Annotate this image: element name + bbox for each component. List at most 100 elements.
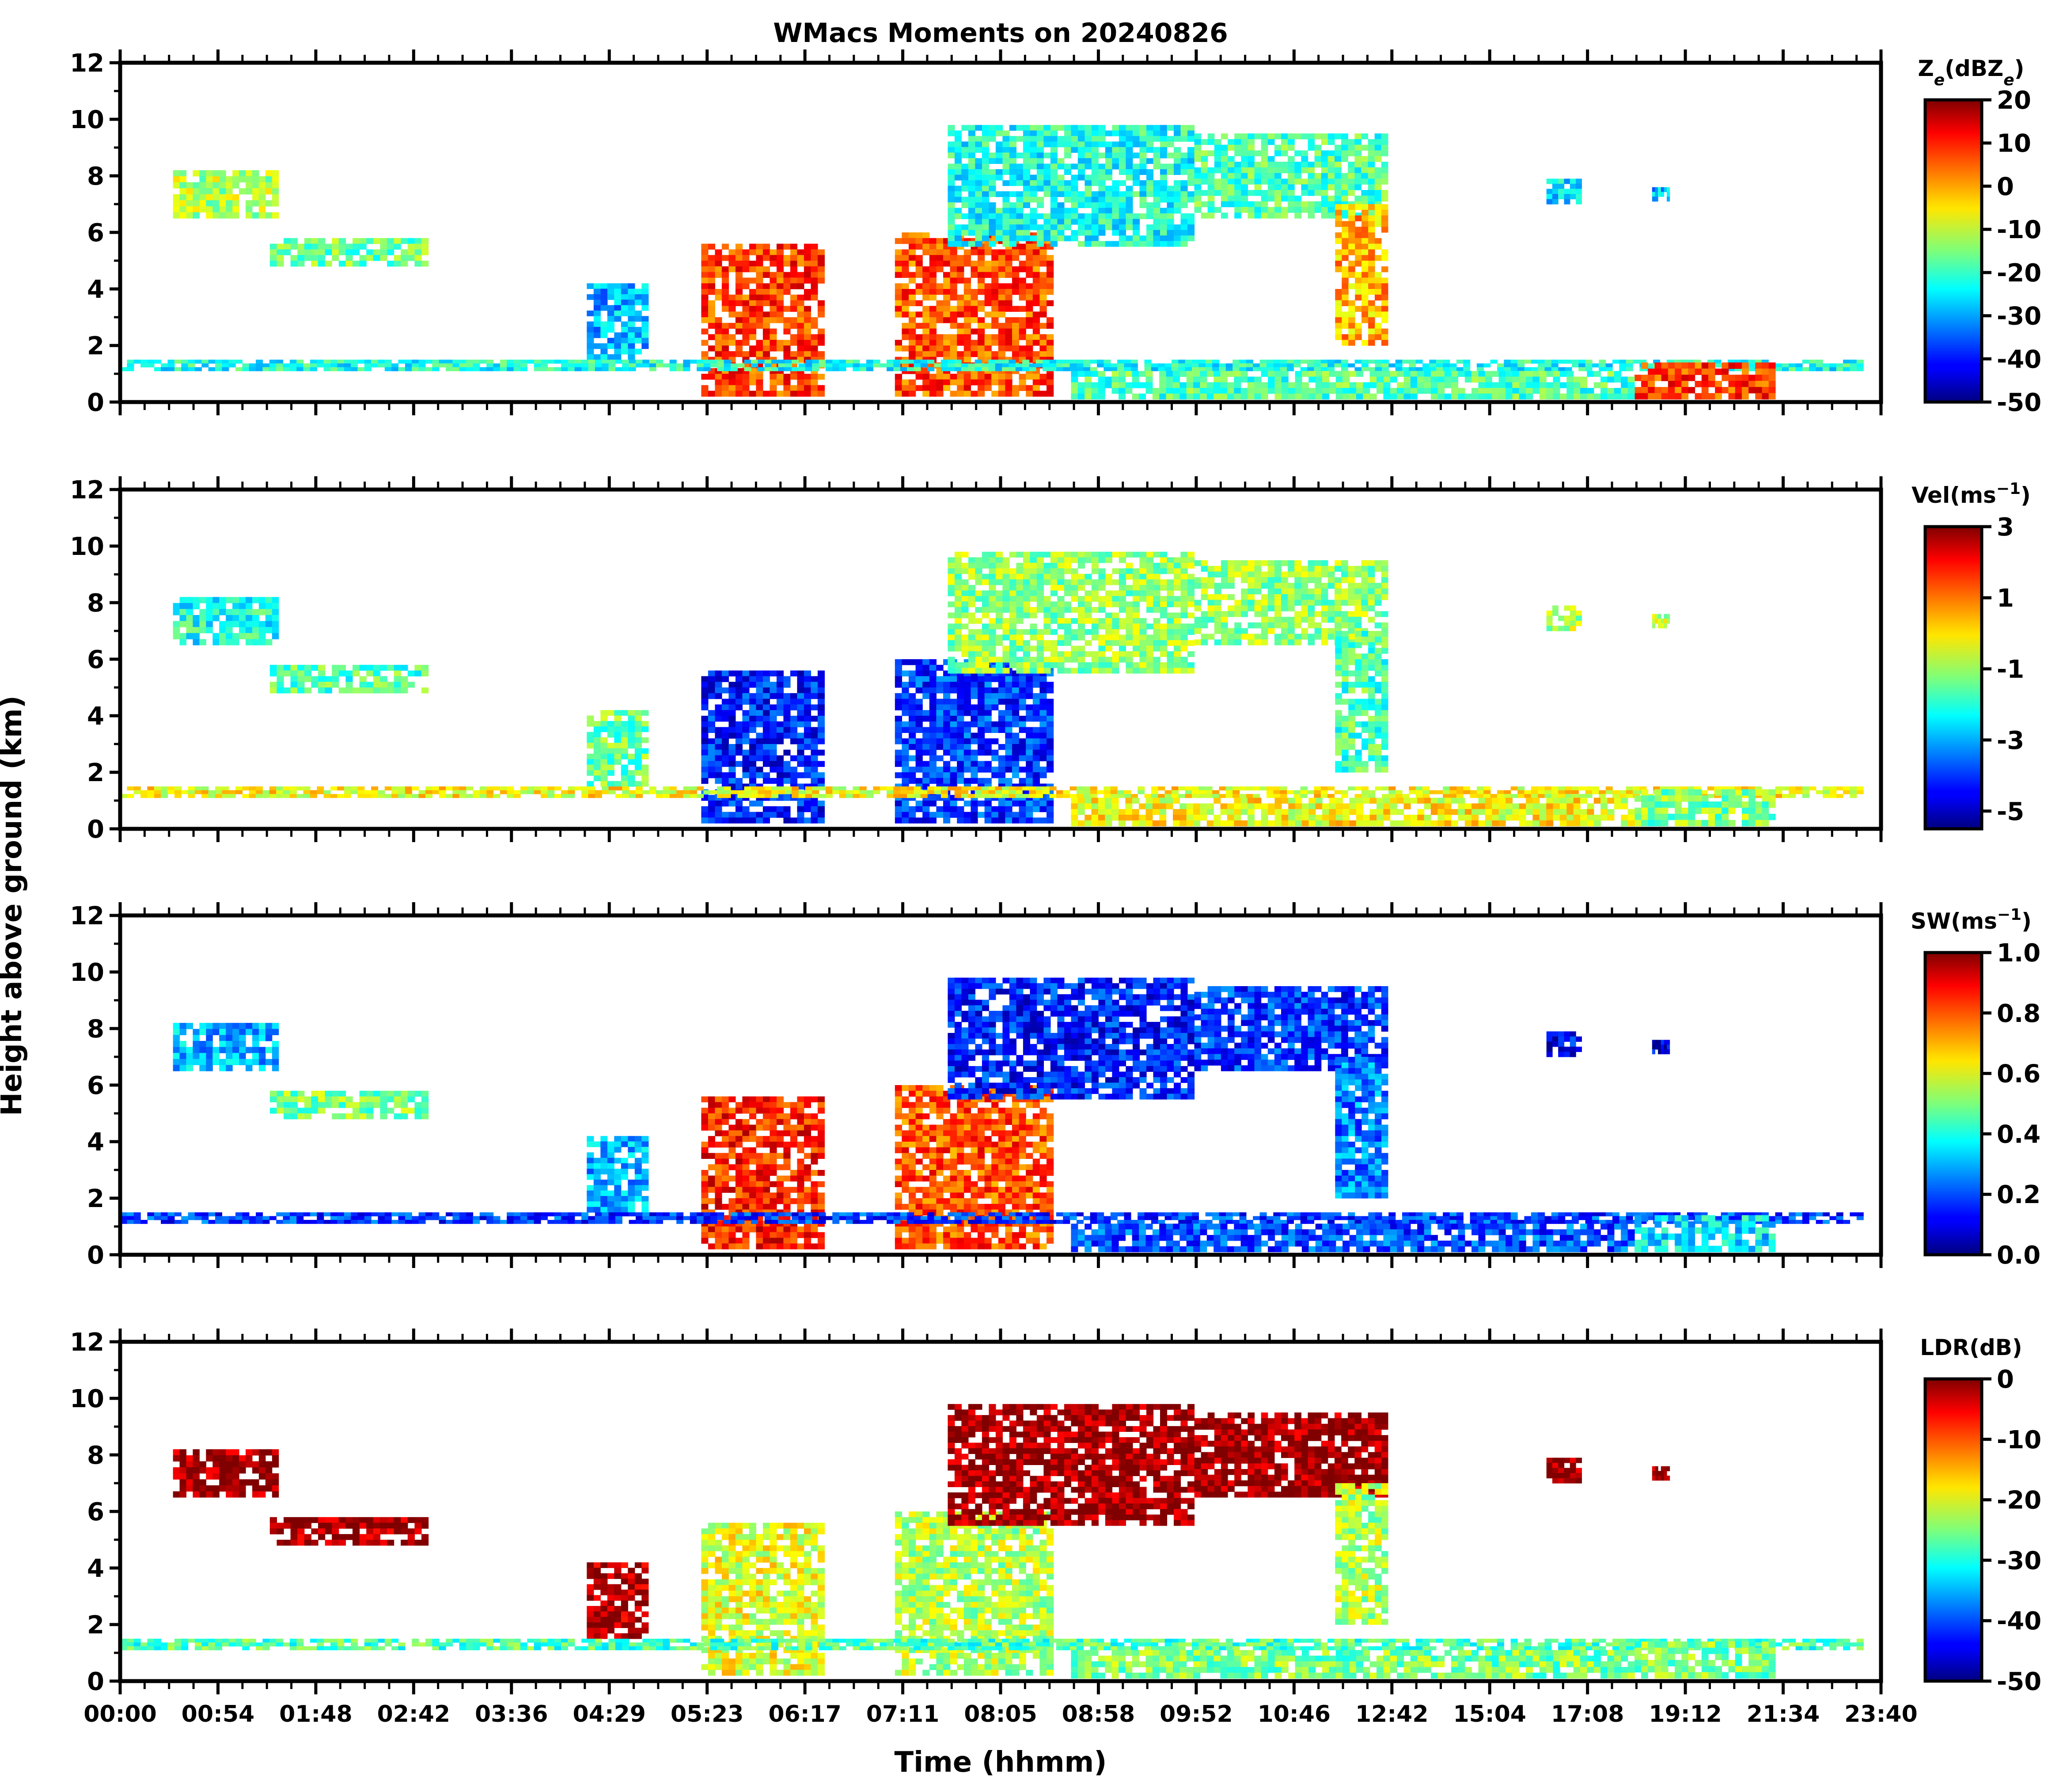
- echo-cell: [783, 682, 791, 688]
- echo-cell: [1064, 141, 1071, 148]
- echo-cell: [1194, 178, 1202, 185]
- echo-cell: [797, 345, 804, 352]
- echo-cell: [950, 704, 957, 710]
- echo-cell: [948, 197, 955, 203]
- echo-cell: [1361, 261, 1369, 267]
- echo-cell: [1026, 733, 1033, 739]
- echo-cell: [1194, 150, 1202, 156]
- echo-cell: [797, 812, 804, 818]
- echo-cell: [1274, 371, 1282, 377]
- echo-cell: [179, 188, 186, 195]
- echo-cell: [310, 363, 317, 368]
- echo-cell: [1050, 180, 1058, 186]
- echo-cell: [1126, 141, 1133, 148]
- echo-cell: [742, 317, 750, 323]
- echo-cell: [330, 367, 338, 372]
- echo-cell: [762, 806, 770, 812]
- echo-cell: [1375, 215, 1382, 221]
- echo-cell: [1348, 283, 1355, 289]
- echo-cell: [258, 621, 266, 627]
- echo-cell: [1382, 367, 1389, 372]
- echo-cell: [762, 311, 770, 318]
- echo-cell: [805, 360, 812, 364]
- echo-cell: [728, 374, 736, 380]
- echo-cell: [1397, 388, 1404, 394]
- echo-cell: [258, 200, 266, 207]
- echo-cell: [1173, 382, 1180, 388]
- echo-cell: [922, 334, 930, 340]
- echo-cell: [950, 733, 957, 739]
- echo-cell: [1374, 139, 1382, 145]
- echo-cell: [701, 266, 709, 273]
- echo-cell: [432, 367, 440, 372]
- echo-cell: [574, 363, 582, 368]
- echo-cell: [936, 374, 944, 380]
- echo-cell: [212, 170, 220, 177]
- echo-cell: [1681, 375, 1689, 381]
- echo-cell: [1023, 175, 1030, 181]
- echo-cell: [968, 191, 975, 197]
- echo-cell: [811, 755, 818, 761]
- echo-cell: [1415, 367, 1423, 372]
- echo-cell: [1180, 197, 1188, 203]
- echo-cell: [1036, 147, 1044, 153]
- echo-cell: [735, 812, 743, 818]
- echo-cell: [1085, 219, 1092, 225]
- echo-cell: [1512, 376, 1520, 383]
- echo-cell: [1715, 381, 1722, 387]
- echo-cell: [1708, 393, 1715, 400]
- echo-cell: [811, 391, 818, 397]
- echo-cell: [783, 812, 791, 818]
- echo-cell: [804, 744, 811, 750]
- echo-cell: [1558, 189, 1565, 194]
- echo-cell: [1119, 141, 1126, 148]
- echo-cell: [206, 206, 213, 213]
- echo-cell: [595, 360, 602, 364]
- echo-cell: [895, 374, 902, 380]
- echo-cell: [1227, 371, 1234, 377]
- echo-cell: [728, 306, 736, 312]
- echo-cell: [1680, 360, 1688, 364]
- echo-cell: [804, 311, 811, 318]
- echo-cell: [735, 255, 743, 261]
- echo-cell: [1016, 152, 1024, 159]
- echo-cell: [466, 360, 474, 364]
- echo-cell: [1144, 363, 1152, 368]
- echo-cell: [161, 363, 168, 368]
- echo-cell: [1077, 147, 1085, 153]
- echo-cell: [1039, 311, 1047, 318]
- echo-cell: [961, 175, 969, 181]
- echo-cell: [1019, 374, 1026, 380]
- echo-cell: [1381, 162, 1388, 168]
- echo-cell: [1047, 277, 1054, 284]
- echo-cell: [1281, 139, 1288, 145]
- echo-cell: [708, 345, 715, 352]
- echo-cell: [1047, 345, 1054, 352]
- echo-cell: [1012, 266, 1020, 273]
- echo-cell: [1019, 755, 1026, 761]
- echo-cell: [811, 345, 818, 352]
- echo-cell: [1288, 393, 1296, 400]
- echo-cell: [1198, 360, 1206, 364]
- echo-cell: [1133, 152, 1140, 159]
- echo-cell: [708, 761, 715, 767]
- echo-cell: [721, 772, 729, 778]
- echo-cell: [984, 340, 992, 346]
- echo-cell: [1687, 360, 1694, 364]
- echo-cell: [1228, 144, 1235, 151]
- echo-cell: [968, 130, 975, 137]
- echo-cell: [811, 676, 818, 682]
- echo-cell: [1201, 213, 1208, 219]
- echo-cell: [1167, 197, 1174, 203]
- echo-cell: [832, 367, 840, 372]
- echo-cell: [1361, 204, 1369, 210]
- echo-cell: [1722, 375, 1729, 381]
- echo-cell: [950, 261, 957, 267]
- echo-cell: [1341, 133, 1348, 140]
- echo-cell: [909, 340, 916, 346]
- echo-cell: [1546, 194, 1553, 200]
- echo-cell: [366, 238, 374, 244]
- echo-cell: [1308, 133, 1315, 140]
- echo-cell: [915, 721, 923, 728]
- echo-cell: [756, 294, 763, 301]
